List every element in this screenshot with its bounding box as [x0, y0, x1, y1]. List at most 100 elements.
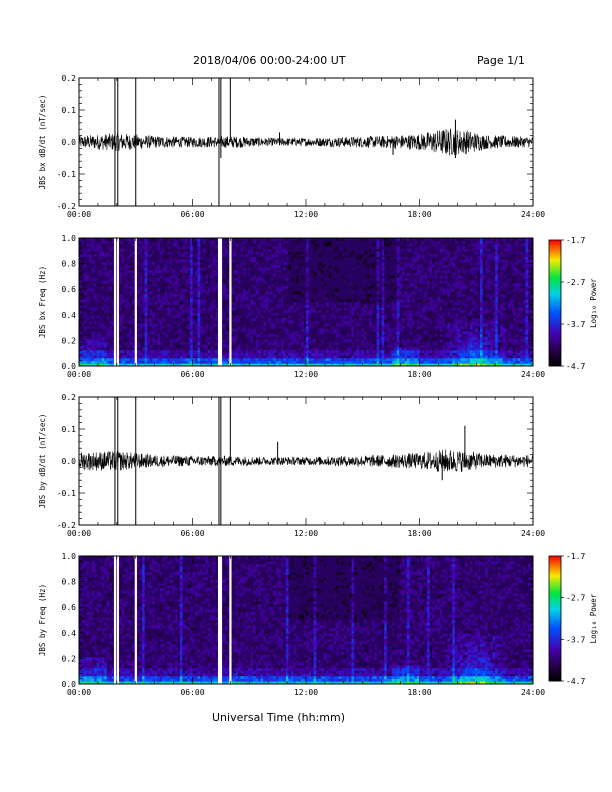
spectrogram-cell	[290, 320, 294, 324]
spectrogram-cell	[515, 299, 519, 303]
spectrogram-cell	[346, 299, 350, 303]
spectrogram-cell	[169, 352, 173, 356]
spectrogram-cell	[255, 315, 259, 319]
spectrogram-cell	[159, 342, 163, 345]
spectrogram-cell	[472, 299, 476, 303]
spectrogram-cell	[515, 347, 519, 351]
spectrogram-cell	[351, 358, 355, 361]
spectrogram-cell	[396, 288, 400, 292]
spectrogram-cell	[94, 355, 97, 359]
spectrogram-cell	[235, 275, 239, 279]
spectrogram-cell	[149, 243, 153, 247]
y-tick-label: -0.1	[57, 170, 76, 179]
spectrogram-cell	[507, 307, 511, 311]
spectrogram-cell	[474, 275, 478, 279]
spectrogram-cell	[94, 248, 97, 252]
spectrogram-cell	[366, 294, 370, 297]
spectrogram-cell	[323, 243, 327, 247]
spectrogram-cell	[144, 238, 148, 241]
spectrogram-cell	[144, 318, 148, 321]
spectrogram-cell	[482, 355, 486, 359]
spectrogram-cell	[386, 267, 390, 271]
spectrogram-cell	[202, 331, 206, 335]
spectrogram-cell	[416, 355, 420, 359]
spectrogram-cell	[517, 288, 521, 292]
spectrogram-cell	[462, 246, 466, 249]
spectrogram-cell	[96, 315, 100, 319]
spectrogram-cell	[192, 299, 196, 303]
spectrogram-cell	[290, 304, 294, 308]
spectrogram-cell	[492, 315, 496, 319]
spectrogram-cell	[86, 310, 90, 313]
spectrogram-cell	[280, 304, 284, 308]
spectrogram-cell	[447, 315, 451, 319]
spectrogram-cell	[515, 256, 519, 260]
spectrogram-cell	[525, 334, 529, 337]
spectrogram-cell	[250, 355, 254, 359]
spectrogram-cell	[104, 331, 108, 335]
spectrogram-cell	[157, 246, 161, 249]
spectrogram-cell	[121, 355, 125, 359]
spectrogram-cell	[273, 259, 277, 263]
spectrogram-cell	[487, 312, 491, 316]
spectrogram-cell	[464, 288, 468, 292]
spectrogram-cell	[96, 262, 100, 265]
spectrogram-cell	[285, 328, 289, 332]
spectrogram-cell	[447, 352, 451, 356]
spectrogram-cell	[399, 350, 403, 353]
spectrogram-cell	[416, 296, 420, 300]
spectrogram-cell	[126, 334, 130, 337]
spectrogram-cell	[439, 358, 443, 361]
spectrogram-cell	[91, 318, 95, 321]
spectrogram-cell	[245, 350, 249, 353]
spectrogram-cell	[429, 339, 433, 343]
spectrogram-cell	[106, 350, 110, 353]
spectrogram-cell	[485, 307, 488, 311]
spectrogram-cell	[232, 280, 236, 284]
spectrogram-cell	[263, 355, 266, 359]
spectrogram-cell	[404, 291, 408, 295]
spectrogram-cell	[79, 312, 82, 316]
spectrogram-cell	[401, 326, 405, 329]
spectrogram-cell	[464, 344, 468, 348]
spectrogram-cell	[492, 326, 496, 329]
spectrogram-cell	[189, 326, 193, 329]
spectrogram-cell	[111, 350, 115, 353]
spectrogram-cell	[268, 243, 271, 247]
spectrogram-cell	[356, 312, 360, 316]
spectrogram-cell	[154, 358, 158, 361]
spectrogram-cell	[179, 358, 183, 361]
spectrogram-cell	[253, 347, 256, 351]
spectrogram-cell	[250, 294, 254, 297]
spectrogram-cell	[174, 286, 178, 289]
spectrogram-cell	[369, 310, 372, 313]
spectrogram-cell	[525, 286, 529, 289]
spectrogram-cell	[192, 251, 196, 255]
spectrogram-cell	[480, 270, 483, 273]
spectrogram-cell	[333, 331, 337, 335]
spectrogram-cell	[237, 363, 241, 367]
spectrogram-cell	[79, 355, 82, 359]
spectrogram-cell	[174, 302, 178, 305]
spectrogram-cell	[480, 248, 483, 252]
spectrogram-cell	[300, 358, 304, 361]
spectrogram-cell	[99, 294, 102, 297]
spectrogram-cell	[469, 328, 473, 332]
spectrogram-cell	[270, 310, 274, 313]
spectrogram-cell	[316, 256, 319, 260]
spectrogram-cell	[192, 312, 196, 316]
spectrogram-cell	[230, 344, 234, 348]
spectrogram-cell	[280, 363, 284, 367]
spectrogram-cell	[502, 307, 506, 311]
spectrogram-cell	[288, 342, 292, 345]
spectrogram-cell	[422, 256, 425, 260]
spectrogram-cell	[205, 358, 208, 361]
spectrogram-cell	[81, 358, 85, 361]
spectrogram-cell	[321, 270, 324, 273]
spectrogram-cell	[351, 334, 355, 337]
spectrogram-cell	[391, 355, 395, 359]
spectrogram-cell	[106, 259, 110, 263]
spectrogram-cell	[172, 360, 176, 364]
spectrogram-cell	[434, 334, 438, 337]
spectrogram-cell	[124, 326, 128, 329]
